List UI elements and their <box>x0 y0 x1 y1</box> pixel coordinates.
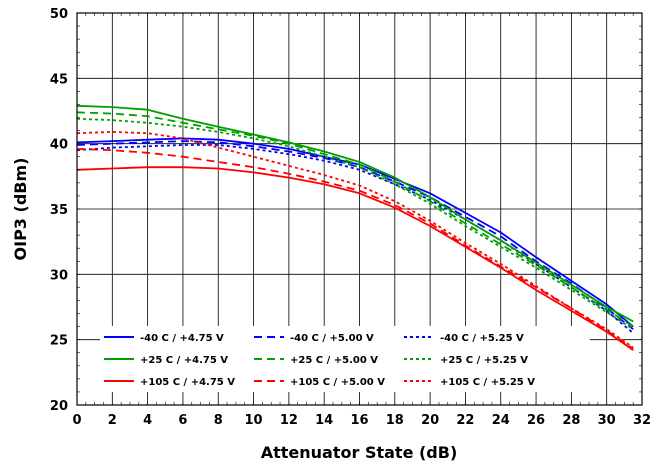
series-line-6 <box>76 166 634 351</box>
x-tick-label: 16 <box>350 413 368 428</box>
legend-label-3: +25 C / +4.75 V <box>140 355 228 366</box>
legend-label-1: -40 C / +5.00 V <box>290 333 374 344</box>
legend-label-5: +25 C / +5.25 V <box>440 355 528 366</box>
series-group <box>76 104 634 351</box>
x-tick-label: 14 <box>315 413 333 428</box>
legend-label-8: +105 C / +5.25 V <box>440 377 535 388</box>
y-tick-label: 40 <box>50 138 68 153</box>
legend-label-7: +105 C / +5.00 V <box>290 377 385 388</box>
minor-ticks <box>76 12 643 406</box>
legend-background <box>100 326 590 392</box>
y-axis-title: OIP3 (dBm) <box>11 158 30 261</box>
x-tick-label: 26 <box>527 413 545 428</box>
x-tick-label: 2 <box>108 413 117 428</box>
x-tick-label: 12 <box>280 413 298 428</box>
y-tick-labels: 20 25 30 35 40 45 50 <box>50 7 68 414</box>
y-tick-label: 20 <box>50 399 68 414</box>
y-tick-label: 30 <box>50 268 68 283</box>
legend: -40 C / +4.75 V -40 C / +5.00 V -40 C / +5… <box>100 326 590 392</box>
y-tick-label: 50 <box>50 7 68 22</box>
series-line-5 <box>76 117 634 330</box>
x-tick-label: 32 <box>633 413 651 428</box>
x-tick-labels: 0 2 4 6 8 10 12 14 16 18 20 22 24 26 28 30 32 <box>72 413 651 428</box>
legend-label-0: -40 C / +4.75 V <box>140 333 224 344</box>
x-tick-label: 22 <box>456 413 474 428</box>
legend-label-2: -40 C / +5.25 V <box>440 333 524 344</box>
y-tick-label: 35 <box>50 203 68 218</box>
x-tick-label: 6 <box>178 413 187 428</box>
series-line-8 <box>76 130 634 349</box>
x-tick-label: 20 <box>421 413 439 428</box>
x-tick-label: 4 <box>143 413 152 428</box>
legend-label-4: +25 C / +5.00 V <box>290 355 378 366</box>
x-tick-label: 24 <box>492 413 510 428</box>
legend-label-6: +105 C / +4.75 V <box>140 377 235 388</box>
y-tick-label: 25 <box>50 334 68 349</box>
x-tick-label: 10 <box>245 413 263 428</box>
x-tick-label: 30 <box>598 413 616 428</box>
series-line-4 <box>76 111 634 328</box>
x-tick-label: 18 <box>386 413 404 428</box>
x-axis-title: Attenuator State (dB) <box>261 443 458 462</box>
series-line-3 <box>76 104 634 323</box>
y-tick-label: 45 <box>50 72 68 87</box>
series-line-7 <box>76 148 634 350</box>
series-line-2 <box>76 144 634 334</box>
series-line-1 <box>76 140 634 330</box>
x-tick-label: 0 <box>72 413 81 428</box>
x-tick-label: 28 <box>562 413 580 428</box>
x-tick-label: 8 <box>214 413 223 428</box>
